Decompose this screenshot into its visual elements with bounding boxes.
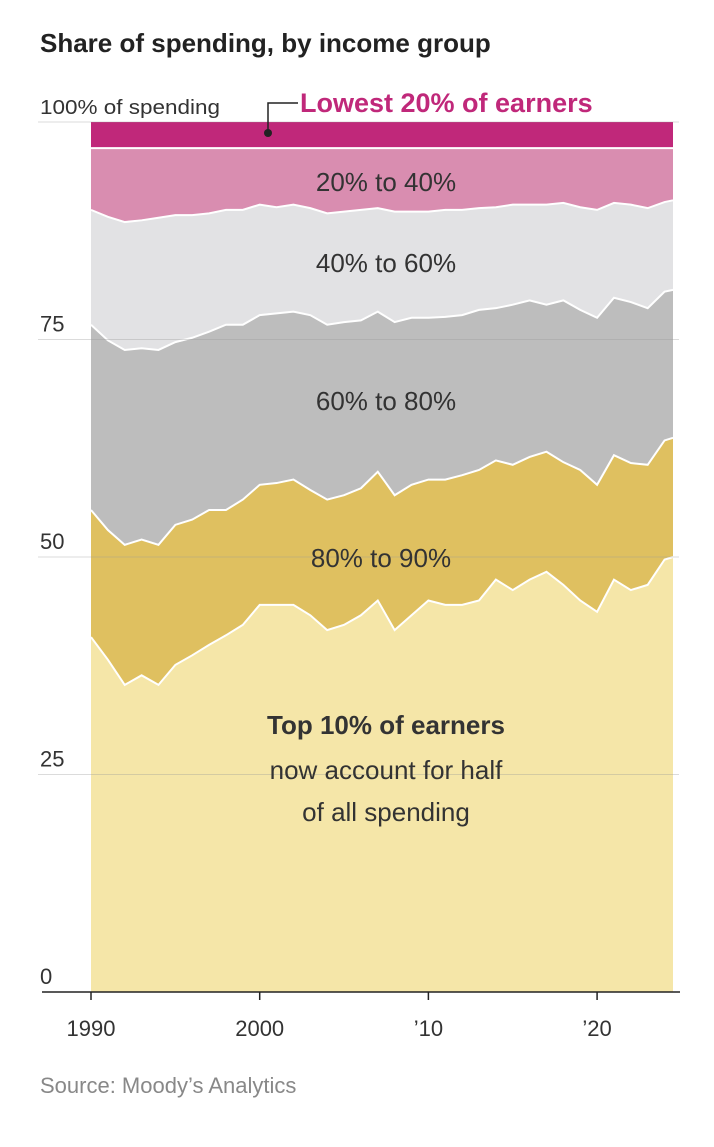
annotation: of all spending <box>302 797 470 827</box>
series-label: Top 10% of earners <box>267 710 505 740</box>
x-tick-label: 1990 <box>67 1016 116 1041</box>
x-tick-label: ’20 <box>582 1016 611 1041</box>
leader-dot <box>264 129 272 137</box>
series-label: 40% to 60% <box>316 248 456 278</box>
y-tick-label: 0 <box>40 964 52 989</box>
area-separator <box>90 288 674 351</box>
x-tick-label: 2000 <box>235 1016 284 1041</box>
y-tick-label: 75 <box>40 312 64 337</box>
area-separator <box>90 199 674 224</box>
area <box>91 200 673 350</box>
chart-title: Share of spending, by income group <box>40 28 491 58</box>
series-label: Lowest 20% of earners <box>300 88 593 118</box>
y-tick-label: 25 <box>40 747 64 772</box>
area-separator <box>90 436 674 546</box>
y-tick-label: 100% of spending <box>40 97 220 119</box>
y-tick-label: 50 <box>40 529 64 554</box>
series-label: 20% to 40% <box>316 167 456 197</box>
area <box>91 289 673 545</box>
area <box>91 148 673 223</box>
series-label: 60% to 80% <box>316 386 456 416</box>
area <box>91 557 673 992</box>
area-separator <box>90 556 674 687</box>
x-tick-label: ’10 <box>414 1016 443 1041</box>
source: Source: Moody’s Analytics <box>40 1073 296 1098</box>
area <box>91 122 673 149</box>
series-label: 80% to 90% <box>311 543 451 573</box>
annotation: now account for half <box>270 755 503 785</box>
leader-line <box>267 102 298 133</box>
area <box>91 437 673 685</box>
